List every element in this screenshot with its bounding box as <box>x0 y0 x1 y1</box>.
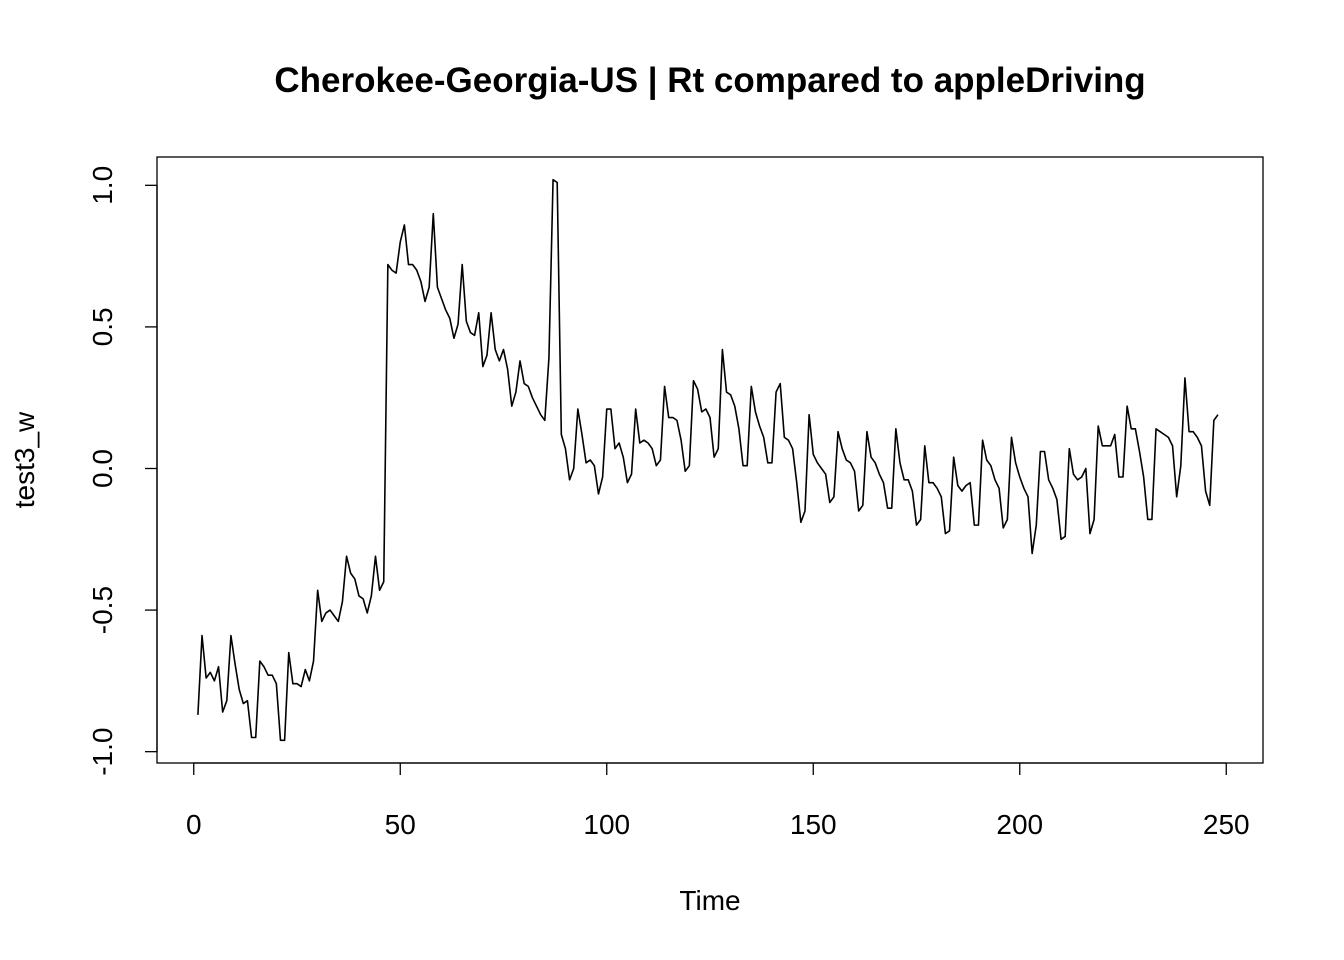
y-tick-label: -0.5 <box>87 586 118 634</box>
y-tick-label: 0.5 <box>87 307 118 346</box>
y-tick-label: 0.0 <box>87 449 118 488</box>
x-tick-label: 50 <box>385 809 416 840</box>
x-axis: 0 50 100 150 200 250 <box>186 762 1250 840</box>
x-tick-label: 200 <box>996 809 1043 840</box>
x-axis-title: Time <box>679 885 740 916</box>
series-line <box>197 178 1219 742</box>
y-axis: -1.0 -0.5 0.0 0.5 1.0 <box>87 166 158 776</box>
chart-title: Cherokee-Georgia-US | Rt compared to app… <box>274 61 1145 100</box>
x-tick-label: 0 <box>186 809 202 840</box>
x-tick-label: 150 <box>790 809 837 840</box>
y-tick-label: 1.0 <box>87 166 118 205</box>
series-group <box>197 178 1219 742</box>
x-tick-label: 250 <box>1203 809 1250 840</box>
y-axis-title: test3_w <box>9 411 40 508</box>
x-tick-label: 100 <box>583 809 630 840</box>
y-tick-label: -1.0 <box>87 728 118 776</box>
